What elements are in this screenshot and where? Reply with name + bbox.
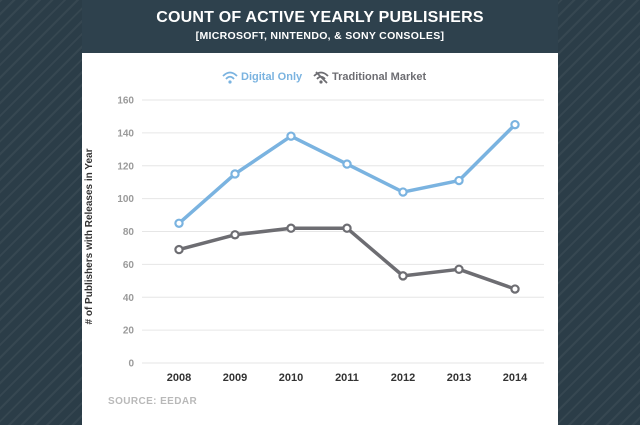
series-lines: [174, 119, 520, 294]
data-point: [342, 223, 352, 233]
data-point: [510, 119, 520, 130]
data-point: [342, 159, 352, 169]
data-point: [174, 244, 184, 255]
x-tick-label: 2009: [223, 372, 247, 384]
data-point: [286, 223, 296, 233]
y-tick-label: 160: [117, 96, 134, 107]
chart-header: COUNT OF ACTIVE YEARLY PUBLISHERS [MICRO…: [82, 0, 558, 53]
chart-subtitle: [MICROSOFT, NINTENDO, & SONY CONSOLES]: [195, 30, 445, 42]
data-point: [454, 175, 464, 186]
data-point: [230, 230, 240, 240]
source-note: SOURCE: EEDAR: [108, 396, 198, 407]
legend-digital-label: Digital Only: [241, 71, 303, 83]
data-point: [510, 284, 520, 294]
y-axis-title: # of Publishers with Releases in Year: [84, 148, 95, 324]
x-tick-label: 2010: [279, 372, 303, 384]
y-tick-label: 20: [123, 326, 135, 337]
y-tick-labels: 0 20 40 60 80 100 120 140 160: [117, 96, 134, 370]
chart-title: COUNT OF ACTIVE YEARLY PUBLISHERS: [156, 9, 484, 26]
data-point: [230, 169, 240, 179]
series-line-1: [177, 226, 517, 291]
x-tick-label: 2008: [167, 372, 191, 384]
chart-card: COUNT OF ACTIVE YEARLY PUBLISHERS [MICRO…: [82, 0, 558, 425]
grid-lines: [142, 99, 544, 364]
data-point: [286, 131, 296, 141]
y-tick-label: 120: [117, 161, 134, 172]
y-tick-label: 100: [117, 194, 134, 205]
y-tick-label: 140: [117, 128, 134, 139]
y-tick-label: 40: [123, 293, 135, 304]
legend-traditional-label: Traditional Market: [332, 71, 427, 83]
data-point: [454, 264, 464, 275]
x-tick-labels: 2008 2009 2010 2011 2012 2013 2014: [167, 372, 528, 384]
x-tick-label: 2013: [447, 372, 471, 384]
data-point: [398, 187, 408, 197]
y-tick-label: 80: [123, 227, 135, 238]
wifi-off-icon: [313, 71, 329, 84]
x-tick-label: 2014: [503, 372, 528, 384]
y-tick-label: 60: [123, 260, 135, 271]
x-tick-label: 2011: [335, 372, 359, 384]
data-point: [174, 218, 184, 228]
data-point: [398, 271, 408, 281]
y-tick-label: 0: [128, 359, 134, 370]
series-line-0: [177, 122, 517, 226]
wifi-icon: [222, 71, 238, 84]
x-tick-label: 2012: [391, 372, 415, 384]
